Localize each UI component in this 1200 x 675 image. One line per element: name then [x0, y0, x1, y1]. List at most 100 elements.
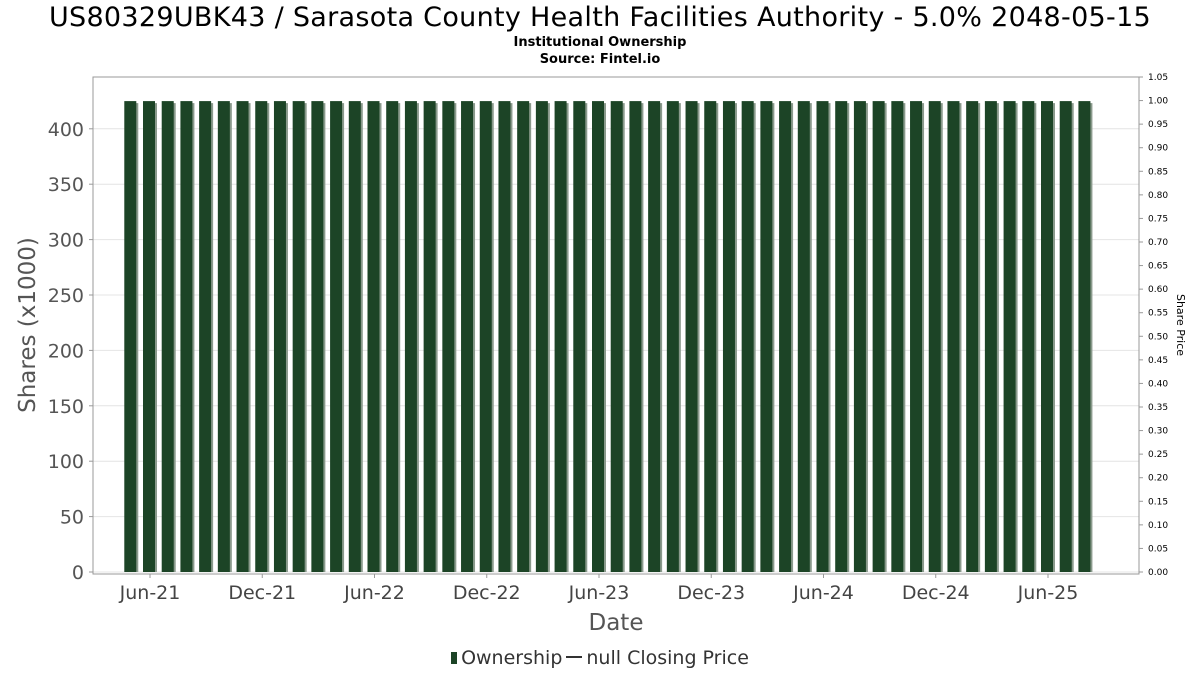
bar-fill — [704, 101, 717, 572]
bar — [442, 101, 457, 572]
bar — [292, 101, 307, 572]
bar — [217, 101, 232, 572]
bar-series-ownership — [124, 101, 1093, 572]
bar — [685, 101, 700, 572]
chart-title: US80329UBK43 / Sarasota County Health Fa… — [48, 2, 1152, 33]
bar — [966, 101, 981, 572]
left-axis-ticks: 0 50 100 150 200 250 300 350 400 — [48, 119, 93, 584]
right-tick-label: 0.05 — [1148, 544, 1168, 554]
bar — [423, 101, 438, 572]
bar — [124, 101, 139, 572]
right-tick-label: 0.80 — [1148, 191, 1168, 201]
bar-fill — [984, 101, 997, 572]
bar — [367, 101, 382, 572]
bar-fill — [330, 101, 343, 572]
bar — [498, 101, 513, 572]
bar — [610, 101, 625, 572]
left-tick-label: 400 — [48, 119, 84, 141]
bar — [816, 101, 831, 572]
bar-fill — [1003, 101, 1016, 572]
bar — [386, 101, 401, 572]
left-tick-label: 250 — [48, 285, 84, 307]
bar — [199, 101, 214, 572]
bar-fill — [592, 101, 604, 572]
right-tick-label: 0.95 — [1148, 120, 1168, 130]
bar-fill — [891, 101, 904, 572]
bar — [311, 101, 326, 572]
bar-fill — [610, 101, 623, 572]
bar-fill — [779, 101, 792, 572]
bar-fill — [535, 101, 548, 572]
x-tick-label: Jun-24 — [792, 582, 854, 604]
right-tick-label: 0.70 — [1148, 238, 1168, 248]
bar-fill — [517, 101, 530, 572]
x-tick-label: Jun-22 — [343, 582, 405, 604]
bar-fill — [966, 101, 979, 572]
bar-fill — [947, 101, 960, 572]
right-tick-label: 0.50 — [1148, 332, 1168, 342]
bar — [535, 101, 550, 572]
left-tick-label: 300 — [48, 230, 84, 252]
bar-fill — [255, 101, 268, 572]
x-axis-label: Date — [589, 610, 644, 636]
bar — [1022, 101, 1037, 572]
bar — [704, 101, 719, 572]
x-tick-label: Jun-23 — [568, 582, 630, 604]
bar-fill — [143, 101, 155, 572]
bar-fill — [760, 101, 773, 572]
bar — [461, 101, 476, 572]
left-tick-label: 100 — [48, 451, 84, 473]
bar — [741, 101, 756, 572]
right-tick-label: 0.60 — [1148, 285, 1168, 295]
bar-fill — [386, 101, 399, 572]
right-tick-label: 0.45 — [1148, 356, 1168, 366]
bar — [1078, 101, 1093, 572]
bar — [330, 101, 345, 572]
bar-fill — [461, 101, 474, 572]
x-tick-label: Jun-25 — [1017, 582, 1079, 604]
bar — [947, 101, 962, 572]
bar — [872, 101, 887, 572]
right-tick-label: 0.15 — [1148, 497, 1168, 507]
bar — [404, 101, 419, 572]
bar — [910, 101, 925, 572]
plot-area — [92, 76, 1140, 575]
right-tick-label: 0.25 — [1148, 450, 1168, 460]
bar-fill — [722, 101, 735, 572]
bar — [517, 101, 532, 572]
chart-legend: Ownership null Closing Price — [0, 647, 1200, 669]
bar-fill — [161, 101, 174, 572]
bar — [554, 101, 569, 572]
bar — [853, 101, 868, 572]
left-tick-label: 350 — [48, 174, 84, 196]
right-tick-label: 0.40 — [1148, 379, 1168, 389]
left-tick-label: 200 — [48, 340, 84, 362]
right-tick-label: 0.75 — [1148, 214, 1168, 224]
bar — [797, 101, 812, 572]
bar-fill — [629, 101, 642, 572]
bar-fill — [853, 101, 866, 572]
left-tick-label: 0 — [72, 562, 84, 584]
bar-fill — [928, 101, 941, 572]
bar — [928, 101, 943, 572]
bar — [573, 101, 588, 572]
bar — [479, 101, 494, 572]
x-tick-label: Dec-22 — [453, 582, 521, 604]
left-tick-label: 50 — [60, 507, 84, 529]
bar-fill — [180, 101, 193, 572]
y-axis-label: Shares (x1000) — [15, 237, 41, 413]
bar-fill — [1022, 101, 1035, 572]
bar — [722, 101, 737, 572]
bar-fill — [816, 101, 829, 572]
bar-fill — [741, 101, 754, 572]
ownership-legend-swatch — [451, 652, 458, 664]
chart-subtitle-ownership: Institutional Ownership — [513, 35, 687, 50]
right-tick-label: 1.05 — [1148, 73, 1168, 83]
right-axis-ticks: 0.00 0.05 0.10 0.15 0.20 0.25 0.30 0.35 0.40 0.45… — [1139, 73, 1168, 578]
bar — [255, 101, 270, 572]
bar — [666, 101, 681, 572]
x-axis-ticks: Jun-21 Dec-21 Jun-22 Dec-22 Jun-23 Dec-23 Jun-… — [119, 574, 1079, 604]
x-tick-label: Dec-24 — [902, 582, 970, 604]
right-tick-label: 0.00 — [1148, 568, 1168, 578]
bar-fill — [685, 101, 698, 572]
